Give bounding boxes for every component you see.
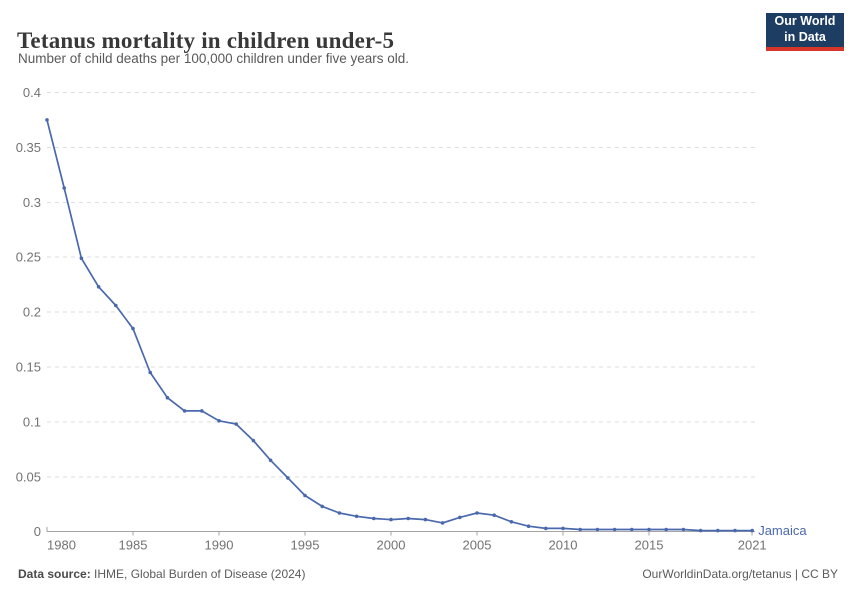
data-point[interactable] xyxy=(62,186,66,190)
data-point[interactable] xyxy=(509,520,514,524)
data-point[interactable] xyxy=(475,511,479,515)
data-point[interactable] xyxy=(595,527,600,532)
data-point[interactable] xyxy=(96,285,101,289)
data-line-jamaica[interactable] xyxy=(46,119,754,532)
data-point[interactable] xyxy=(286,476,290,480)
data-point[interactable] xyxy=(681,527,686,532)
data-point[interactable] xyxy=(148,370,152,375)
x-tick-label: 2010 xyxy=(549,538,578,553)
chart-svg[interactable]: 0 0.05 0.1 0.15 0.2 0.25 0.3 0.35 0.4 1980 1985 199… xyxy=(0,78,850,560)
y-tick-label: 0 xyxy=(34,524,41,539)
data-point[interactable] xyxy=(630,527,634,532)
data-point[interactable] xyxy=(406,516,411,521)
data-point[interactable] xyxy=(698,528,703,533)
y-tick-label: 0.3 xyxy=(23,195,41,210)
entity-label[interactable]: Jamaica xyxy=(758,523,807,538)
data-point[interactable] xyxy=(716,528,720,533)
data-point[interactable] xyxy=(234,422,238,426)
owid-logo[interactable]: Our World in Data xyxy=(766,13,844,51)
data-point[interactable] xyxy=(45,118,49,122)
data-source-label: Data source: xyxy=(18,567,91,581)
x-tick-label: 1985 xyxy=(119,538,148,553)
data-point[interactable] xyxy=(337,511,342,515)
x-tick-label: 1980 xyxy=(47,538,76,553)
data-source-note: Data source: IHME, Global Burden of Dise… xyxy=(18,567,305,581)
y-tick-label: 0.15 xyxy=(16,360,41,375)
data-point[interactable] xyxy=(182,409,187,413)
page-title: Tetanus mortality in children under-5 xyxy=(17,28,395,54)
data-point[interactable] xyxy=(544,526,548,531)
x-tick-label: 2015 xyxy=(635,538,664,553)
data-point[interactable] xyxy=(131,326,135,331)
data-point[interactable] xyxy=(612,527,617,532)
data-point[interactable] xyxy=(526,524,531,528)
data-point[interactable] xyxy=(561,526,565,531)
y-tick-label: 0.4 xyxy=(23,85,41,100)
data-point[interactable] xyxy=(251,438,256,443)
x-tick-label: 2000 xyxy=(377,538,406,553)
license-note[interactable]: OurWorldinData.org/tetanus | CC BY xyxy=(642,567,838,581)
line-chart[interactable]: 0 0.05 0.1 0.15 0.2 0.25 0.3 0.35 0.4 1980 1985 199… xyxy=(0,78,850,560)
data-point[interactable] xyxy=(200,409,204,413)
data-point[interactable] xyxy=(647,527,651,532)
page-subtitle: Number of child deaths per 100,000 child… xyxy=(18,51,409,66)
owid-logo-line1: Our World xyxy=(774,14,836,29)
data-point[interactable] xyxy=(79,256,84,261)
data-point[interactable] xyxy=(354,514,359,519)
data-source-text: IHME, Global Burden of Disease (2024) xyxy=(90,567,306,581)
chart-footer: Data source: IHME, Global Burden of Dise… xyxy=(18,567,838,581)
data-point[interactable] xyxy=(458,515,462,520)
x-tick-label: 1995 xyxy=(291,538,320,553)
data-point[interactable] xyxy=(303,493,307,498)
y-tick-label: 0.1 xyxy=(23,414,41,429)
data-point[interactable] xyxy=(440,521,445,525)
data-point[interactable] xyxy=(268,458,273,463)
data-point[interactable] xyxy=(114,303,118,308)
owid-logo-line2: in Data xyxy=(784,30,826,44)
data-point[interactable] xyxy=(578,527,582,532)
y-tick-label: 0.35 xyxy=(16,140,41,155)
y-tick-label: 0.25 xyxy=(16,250,41,265)
data-point[interactable] xyxy=(372,516,376,521)
data-point[interactable] xyxy=(320,504,325,509)
x-tick-label: 2005 xyxy=(463,538,492,553)
data-point[interactable] xyxy=(217,419,221,423)
data-point[interactable] xyxy=(423,517,428,522)
data-point[interactable] xyxy=(492,513,497,517)
data-point[interactable] xyxy=(750,528,754,533)
data-point[interactable] xyxy=(733,528,737,533)
data-point[interactable] xyxy=(664,527,668,532)
y-tick-label: 0.05 xyxy=(16,469,41,484)
x-tick-label: 2021 xyxy=(738,538,767,553)
y-tick-label: 0.2 xyxy=(23,305,41,320)
x-tick-label: 1990 xyxy=(205,538,234,553)
data-point[interactable] xyxy=(165,395,170,400)
data-point[interactable] xyxy=(389,517,393,522)
